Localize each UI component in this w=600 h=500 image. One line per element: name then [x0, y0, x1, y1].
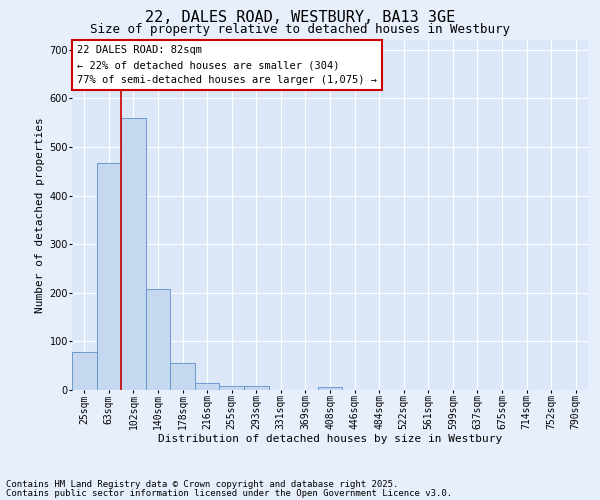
Bar [146, 290, 170, 390]
Text: 22, DALES ROAD, WESTBURY, BA13 3GE: 22, DALES ROAD, WESTBURY, BA13 3GE [145, 10, 455, 25]
Bar [72, 352, 97, 390]
Text: Contains public sector information licensed under the Open Government Licence v3: Contains public sector information licen… [6, 488, 452, 498]
Bar [244, 386, 269, 390]
Text: Contains HM Land Registry data © Crown copyright and database right 2025.: Contains HM Land Registry data © Crown c… [6, 480, 398, 489]
Text: 22 DALES ROAD: 82sqm
← 22% of detached houses are smaller (304)
77% of semi-deta: 22 DALES ROAD: 82sqm ← 22% of detached h… [77, 46, 377, 85]
Bar [195, 383, 220, 390]
Bar [318, 386, 342, 390]
Y-axis label: Number of detached properties: Number of detached properties [35, 117, 45, 313]
Bar [97, 163, 121, 390]
Bar [170, 364, 195, 390]
X-axis label: Distribution of detached houses by size in Westbury: Distribution of detached houses by size … [158, 434, 502, 444]
Text: Size of property relative to detached houses in Westbury: Size of property relative to detached ho… [90, 22, 510, 36]
Bar [220, 386, 244, 390]
Bar [121, 118, 146, 390]
